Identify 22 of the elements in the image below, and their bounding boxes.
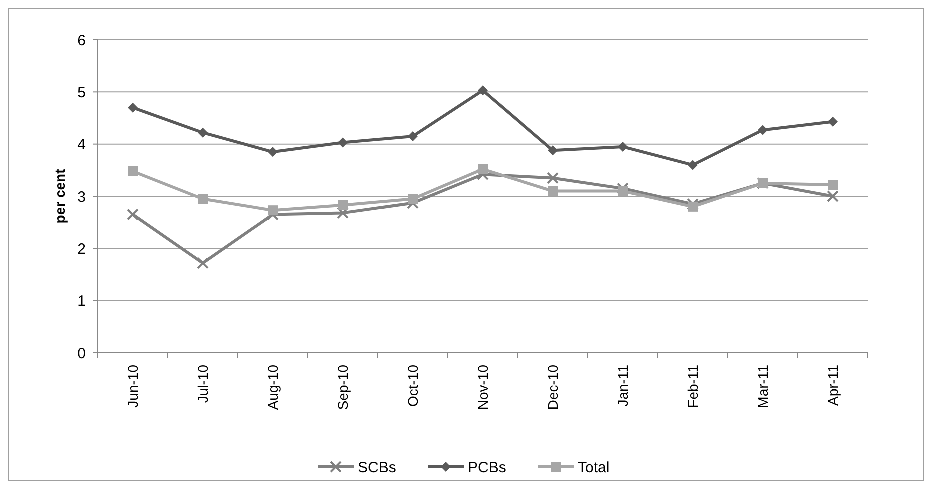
legend-label: PCBs [468,459,506,476]
x-tick-label: Apr-11 [825,364,841,406]
y-tick-label: 2 [78,240,86,258]
x-tick-label: Feb-11 [685,364,701,408]
legend-label: SCBs [358,459,396,476]
x-tick-label: Jan-11 [615,364,631,407]
x-tick-label: Mar-11 [755,364,771,408]
x-tick-label: Jul-10 [195,364,211,404]
y-axis-title: per cent [52,168,68,224]
y-tick-label: 1 [78,293,86,310]
y-tick-label: 3 [78,188,86,206]
x-tick-label: Sep-10 [335,364,351,410]
x-tick-label: Aug-10 [265,364,281,410]
y-tick-label: 4 [78,136,86,154]
y-tick-label: 5 [78,84,86,102]
y-tick-label: 0 [78,345,86,362]
y-tick-label: 6 [78,32,86,50]
x-tick-label: Jun-10 [125,364,141,408]
x-tick-label: Oct-10 [405,364,421,408]
x-tick-label: Dec-10 [545,364,561,410]
x-tick-label: Nov-10 [475,364,491,410]
legend-label: Total [578,459,610,476]
